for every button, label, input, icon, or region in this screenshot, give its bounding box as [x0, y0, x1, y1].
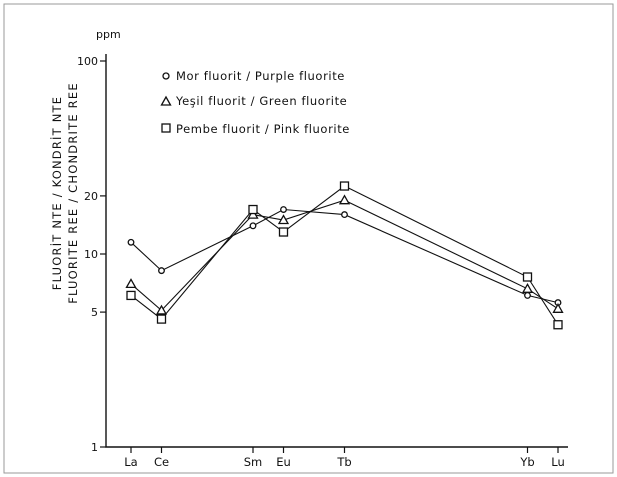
y-tick-label: 100 [77, 55, 98, 68]
x-tick-label: Lu [551, 455, 565, 469]
data-point-green [155, 304, 168, 315]
y-tick-label: 10 [84, 248, 98, 261]
y-tick-label: 20 [84, 190, 98, 203]
x-tick-label: Sm [244, 455, 263, 469]
legend-label-green: Yeşil fluorit / Green fluorite [175, 94, 347, 108]
data-point-purple [280, 206, 287, 213]
legend-item-pink: Pembe fluorit / Pink fluorite [161, 122, 350, 136]
legend-item-purple: Mor fluorit / Purple fluorite [162, 69, 345, 83]
x-tick-label: Ce [154, 455, 169, 469]
series-line-purple [130, 208, 559, 304]
y-tick-label: 5 [91, 306, 98, 319]
data-point-purple [127, 238, 135, 246]
y-axis-label-line-1: FLUORİT NTE / KONDRİT NTE [49, 96, 64, 290]
legend-label-pink: Pembe fluorit / Pink fluorite [176, 122, 350, 136]
legend-item-green: Yeşil fluorit / Green fluorite [160, 94, 347, 108]
data-point-green [338, 194, 351, 205]
data-point-green [125, 278, 137, 289]
data-point-purple [249, 222, 257, 230]
legend-square-marker [161, 123, 171, 133]
x-tick-label: Eu [276, 455, 291, 469]
x-tick-label: Tb [336, 455, 351, 469]
data-point-pink [156, 314, 167, 324]
series-layer [125, 181, 564, 330]
data-point-pink [553, 320, 563, 330]
data-point-green [552, 302, 564, 313]
legend-circle-marker [162, 72, 170, 80]
data-point-purple [341, 211, 348, 219]
legend: Mor fluorit / Purple fluorite Yeşil fluo… [160, 69, 350, 136]
series-line-pink [130, 185, 559, 325]
y-unit-label: ppm [96, 28, 121, 41]
data-point-green [521, 283, 534, 293]
data-point-pink [339, 181, 350, 191]
legend-label-purple: Mor fluorit / Purple fluorite [176, 69, 345, 83]
y-axis-label-line-2: FLUORITE REE / CHONDRITE REE [66, 82, 80, 304]
y-axis-label-group: FLUORİT NTE / KONDRİT NTE FLUORITE REE /… [49, 82, 80, 304]
data-point-purple [158, 267, 165, 275]
data-point-pink [278, 227, 289, 237]
y-ticks: 1 5 10 20 100 [77, 55, 106, 454]
y-tick-label: 1 [91, 441, 98, 454]
data-point-pink [126, 290, 136, 301]
data-point-green [277, 214, 290, 225]
x-tick-label: La [124, 455, 137, 469]
legend-triangle-marker [160, 95, 172, 106]
data-point-pink [248, 204, 258, 215]
x-tick-label: Yb [519, 455, 534, 469]
x-ticks: La Ce Sm Eu Tb Yb Lu [124, 447, 565, 469]
data-point-pink [522, 272, 533, 282]
data-point-purple [524, 291, 531, 299]
figure-border [3, 3, 614, 474]
plot-axes [105, 54, 568, 448]
